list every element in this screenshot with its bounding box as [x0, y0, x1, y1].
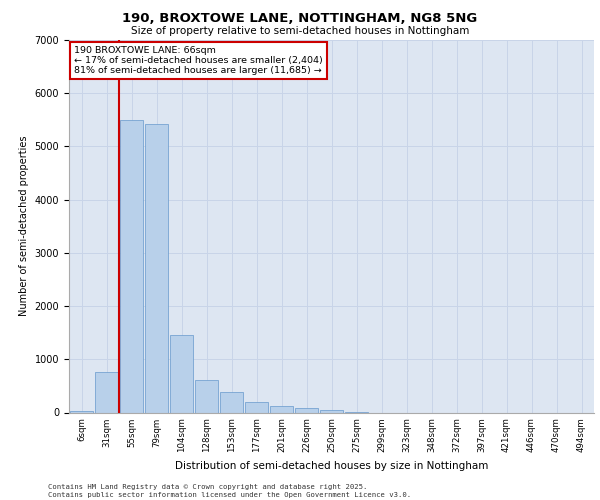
Bar — [320, 410, 343, 412]
Bar — [295, 408, 319, 412]
Text: 190, BROXTOWE LANE, NOTTINGHAM, NG8 5NG: 190, BROXTOWE LANE, NOTTINGHAM, NG8 5NG — [122, 12, 478, 26]
Text: Contains HM Land Registry data © Crown copyright and database right 2025.
Contai: Contains HM Land Registry data © Crown c… — [48, 484, 411, 498]
Y-axis label: Number of semi-detached properties: Number of semi-detached properties — [19, 136, 29, 316]
Bar — [245, 402, 268, 412]
Bar — [269, 406, 293, 412]
Bar — [170, 336, 193, 412]
Bar — [194, 380, 218, 412]
Bar — [220, 392, 244, 412]
Bar — [70, 411, 94, 412]
Text: 190 BROXTOWE LANE: 66sqm
← 17% of semi-detached houses are smaller (2,404)
81% o: 190 BROXTOWE LANE: 66sqm ← 17% of semi-d… — [74, 46, 323, 76]
Bar — [119, 120, 143, 412]
Bar — [95, 372, 118, 412]
Text: Size of property relative to semi-detached houses in Nottingham: Size of property relative to semi-detach… — [131, 26, 469, 36]
X-axis label: Distribution of semi-detached houses by size in Nottingham: Distribution of semi-detached houses by … — [175, 460, 488, 470]
Bar — [145, 124, 169, 412]
